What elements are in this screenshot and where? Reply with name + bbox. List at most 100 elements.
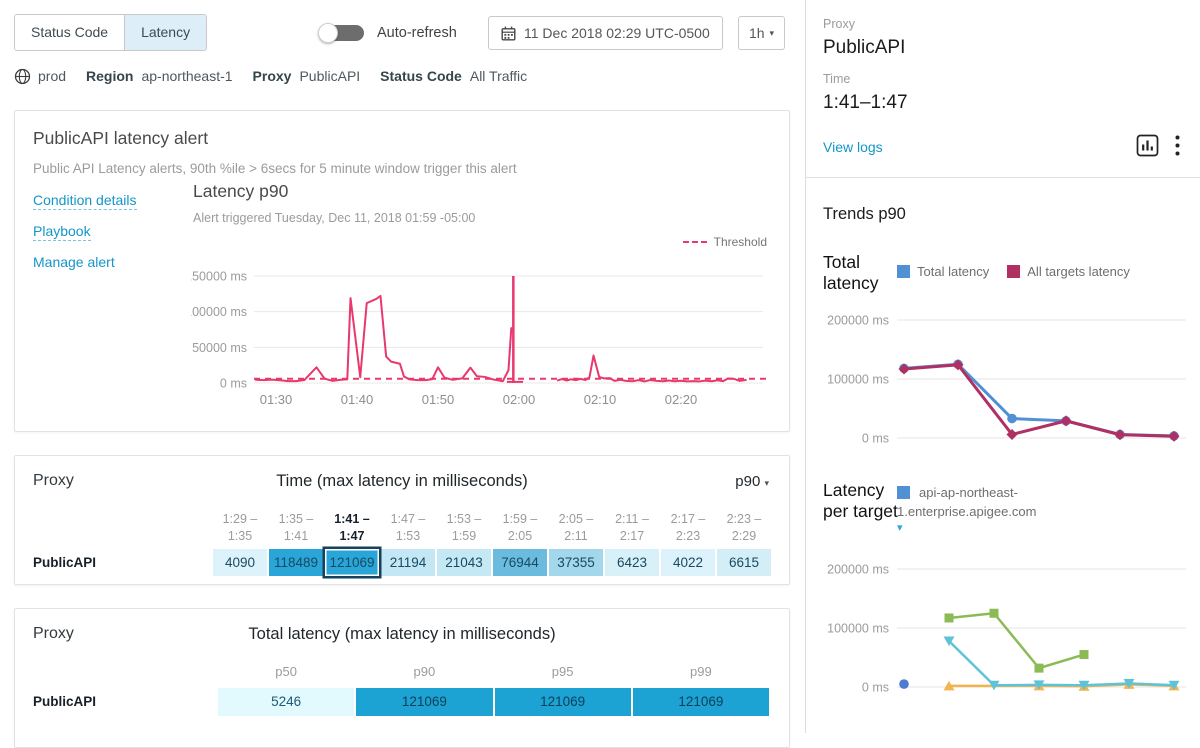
manage-alert-link[interactable]: Manage alert xyxy=(33,254,115,270)
heatmap-cell[interactable]: 121069 xyxy=(325,549,379,576)
heatmap-cell[interactable]: 6423 xyxy=(605,549,659,576)
breadcrumb-value[interactable]: PublicAPI xyxy=(299,68,361,84)
heatmap-cell[interactable]: 118489 xyxy=(269,549,323,576)
legend-swatch-icon xyxy=(897,486,910,499)
breadcrumb-key: Proxy xyxy=(252,68,292,84)
legend-swatch-icon xyxy=(897,265,910,278)
percentile-value: p90 xyxy=(735,473,761,490)
heatmap-cell[interactable]: 6615 xyxy=(717,549,771,576)
alert-card: PublicAPI latency alert Public API Laten… xyxy=(14,110,790,432)
percentile-dropdown[interactable]: p90 ▾ xyxy=(735,473,769,490)
x-axis-label: 02:00 xyxy=(503,392,536,407)
proxy-row-label: PublicAPI xyxy=(33,694,97,709)
time-range-header: 1:35 –1:41 xyxy=(278,512,314,543)
interval-dropdown[interactable]: 1h ▾ xyxy=(738,16,785,50)
alert-links: Condition details Playbook Manage alert xyxy=(33,192,137,270)
y-axis-label: 0 ms xyxy=(220,377,247,391)
legend-item: Total latency xyxy=(897,264,989,279)
time-range-header: 1:59 –2:05 xyxy=(502,512,538,543)
view-logs-link[interactable]: View logs xyxy=(823,139,883,155)
tab-status-code[interactable]: Status Code xyxy=(15,15,125,50)
interval-value: 1h xyxy=(748,25,765,41)
heatmap-row: 5246 121069 121069 121069 xyxy=(218,688,769,716)
data-point-marker xyxy=(1034,663,1044,673)
playbook-link[interactable]: Playbook xyxy=(33,223,91,241)
datetime-value: 11 Dec 2018 02:29 UTC-0500 xyxy=(524,25,710,41)
total-latency-chart-label: Total latency xyxy=(823,252,879,293)
heatmap-cell[interactable]: 4090 xyxy=(213,549,267,576)
total-table-title: Total latency (max latency in millisecon… xyxy=(248,625,556,643)
total-latency-legend: Total latency All targets latency xyxy=(897,264,1130,279)
latency-series-line xyxy=(556,354,747,383)
data-point-marker xyxy=(898,363,910,375)
heatmap-cell[interactable]: 37355 xyxy=(549,549,603,576)
tab-latency[interactable]: Latency xyxy=(124,15,207,50)
time-heatmap-card: Proxy Time (max latency in milliseconds)… xyxy=(14,455,790,585)
legend-label: All targets latency xyxy=(1027,264,1130,279)
breadcrumb: prod Region ap-northeast-1 Proxy PublicAPI S… xyxy=(14,66,527,86)
latency-per-target-chart-label: Latency per target xyxy=(823,480,898,521)
latency-per-target-trend-chart: 0 ms 100000 ms 200000 ms xyxy=(827,563,1186,695)
data-point-marker xyxy=(943,680,955,691)
y-axis-label: 200000 ms xyxy=(827,314,889,328)
trend-series-line xyxy=(948,640,1175,687)
data-point-marker xyxy=(1079,650,1089,660)
y-axis-label: 50000 ms xyxy=(192,341,247,355)
proxy-value: PublicAPI xyxy=(823,37,906,58)
percentile-header: p99 xyxy=(690,664,712,679)
data-point-marker xyxy=(899,679,909,689)
detail-panel: Proxy PublicAPI Time 1:41–1:47 View logs… xyxy=(805,0,1200,733)
time-column-headers: 1:29 –1:35 1:35 –1:41 1:41 –1:47 1:47 –1:53… xyxy=(213,511,771,545)
time-range-header: 2:11 –2:17 xyxy=(615,512,649,543)
time-range-header: 1:41 –1:47 xyxy=(334,512,370,543)
heatmap-cell[interactable]: 76944 xyxy=(493,549,547,576)
heatmap-row: 4090 118489 121069 21194 21043 76944 37355 6423… xyxy=(213,549,771,576)
breadcrumb-key: Region xyxy=(86,68,134,84)
alert-title: PublicAPI latency alert xyxy=(33,128,209,148)
threshold-dash-icon xyxy=(682,241,707,243)
auto-refresh-toggle[interactable] xyxy=(318,23,366,43)
data-point-marker xyxy=(1078,680,1090,691)
x-axis-label: 01:40 xyxy=(341,392,374,407)
y-axis-label: 0 ms xyxy=(862,432,889,446)
percentile-header: p90 xyxy=(413,664,436,679)
environment[interactable]: prod xyxy=(14,68,66,85)
breadcrumb-value[interactable]: ap-northeast-1 xyxy=(141,68,233,84)
x-axis-label: 01:30 xyxy=(260,392,293,407)
data-point-marker xyxy=(1114,429,1126,441)
legend-dropdown-caret[interactable]: ▾ xyxy=(897,522,903,534)
y-axis-label: 0 ms xyxy=(862,681,889,695)
trend-series-line xyxy=(903,362,1175,438)
data-point-marker xyxy=(989,608,999,618)
datetime-picker[interactable]: 11 Dec 2018 02:29 UTC-0500 xyxy=(488,16,723,50)
heatmap-cell[interactable]: 21043 xyxy=(437,549,491,576)
heatmap-cell[interactable]: 121069 xyxy=(632,688,769,716)
heatmap-cell[interactable]: 4022 xyxy=(661,549,715,576)
data-point-marker xyxy=(943,636,955,646)
proxy-row-label: PublicAPI xyxy=(33,555,97,570)
bar-chart-icon[interactable] xyxy=(1136,134,1159,157)
heatmap-cell[interactable]: 5246 xyxy=(218,688,355,716)
time-range-header: 2:17 –2:23 xyxy=(670,512,706,543)
chevron-down-icon: ▾ xyxy=(764,478,769,488)
data-point-marker xyxy=(1123,678,1135,689)
alert-description: Public API Latency alerts, 90th %ile > 6… xyxy=(33,161,517,176)
view-tabs: Status Code Latency xyxy=(14,14,208,51)
condition-details-link[interactable]: Condition details xyxy=(33,192,137,210)
heatmap-cell[interactable]: 121069 xyxy=(356,688,493,716)
trends-title: Trends p90 xyxy=(823,205,906,223)
total-latency-card: Proxy Total latency (max latency in mill… xyxy=(14,608,790,748)
data-point-marker xyxy=(1168,680,1180,691)
breadcrumb-value[interactable]: All Traffic xyxy=(469,68,528,84)
calendar-icon xyxy=(501,26,516,40)
heatmap-cell[interactable]: 21194 xyxy=(381,549,435,576)
heatmap-cell[interactable]: 121069 xyxy=(494,688,631,716)
percentile-header: p95 xyxy=(551,664,574,679)
data-point-marker xyxy=(1060,415,1072,427)
proxy-column-header: Proxy xyxy=(33,625,74,642)
time-table-title: Time (max latency in milliseconds) xyxy=(276,472,528,490)
percentile-column-headers: p50 p90 p95 p99 xyxy=(218,664,769,679)
kebab-menu-icon[interactable] xyxy=(1175,135,1180,156)
trend-series-line xyxy=(948,612,1085,670)
proxy-column-header: Proxy xyxy=(33,472,74,489)
